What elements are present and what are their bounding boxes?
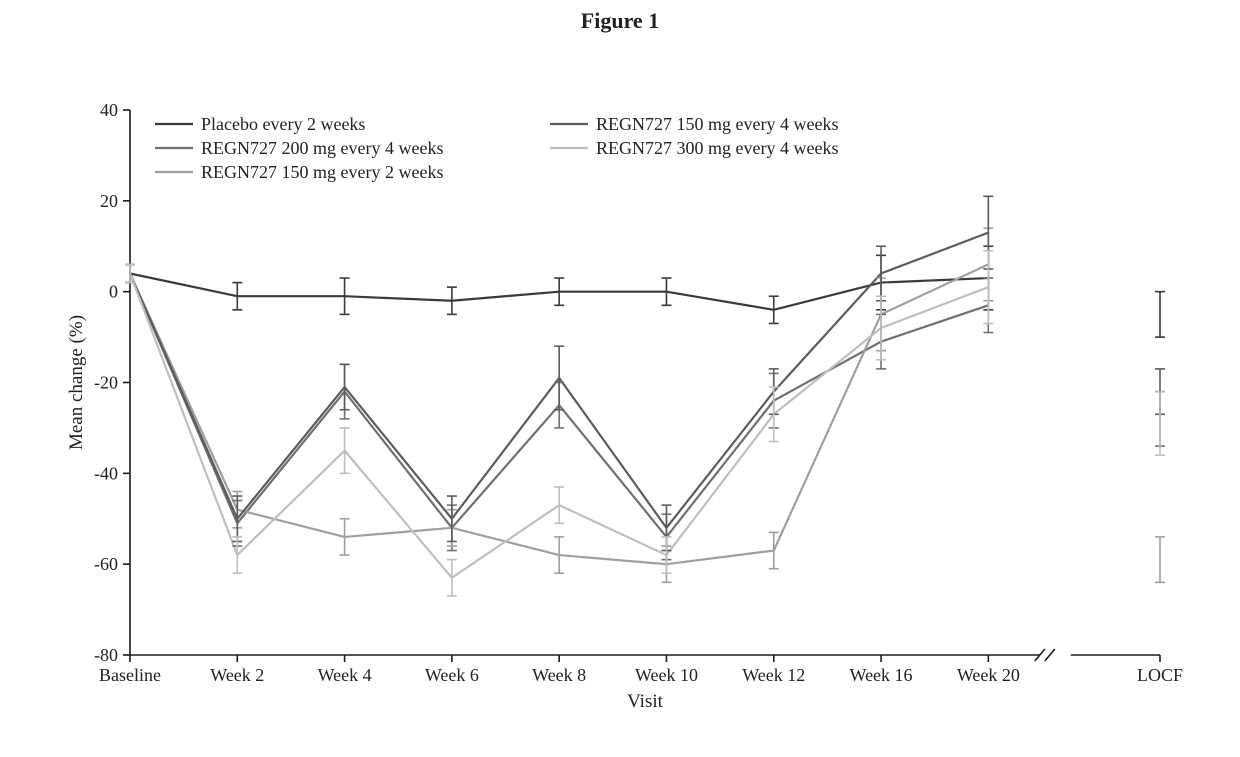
page: Figure 1 -80 -60 -40 -20 0 20 40 Baseline Week 2…: [0, 0, 1240, 757]
x-tick-label: Week 20: [957, 665, 1020, 685]
legend-label: REGN727 150 mg every 2 weeks: [201, 162, 443, 182]
x-tick-label: Week 4: [318, 665, 372, 685]
y-tick-label: -20: [94, 373, 118, 393]
error-bar: [340, 428, 350, 473]
axis-break-mark: [1045, 649, 1055, 661]
error-bar: [983, 251, 993, 324]
y-tick-label: -80: [94, 645, 118, 665]
x-tick-label: Week 6: [425, 665, 479, 685]
x-tick-label: Week 12: [742, 665, 805, 685]
error-bar: [340, 364, 350, 409]
error-bar: [554, 487, 564, 523]
chart-container: -80 -60 -40 -20 0 20 40 Baseline Week 2 Week 4 Wee…: [60, 100, 1200, 720]
legend-label: REGN727 300 mg every 4 weeks: [596, 138, 838, 158]
x-tick-label: LOCF: [1137, 665, 1183, 685]
x-tick-label: Week 8: [532, 665, 586, 685]
y-tick-label: -40: [94, 463, 118, 483]
y-axis-label: Mean change (%): [66, 315, 87, 450]
y-tick-label: 40: [100, 100, 118, 120]
error-bar: [1155, 537, 1165, 582]
y-tick-label: -60: [94, 554, 118, 574]
error-bar: [232, 537, 242, 573]
figure-title: Figure 1: [0, 8, 1240, 34]
error-bar: [447, 560, 457, 596]
x-tick-label: Week 2: [210, 665, 264, 685]
y-tick-label: 20: [100, 191, 118, 211]
x-tick-label: Week 10: [635, 665, 698, 685]
line-chart: -80 -60 -40 -20 0 20 40 Baseline Week 2 Week 4 Wee…: [60, 100, 1200, 720]
legend-label: REGN727 200 mg every 4 weeks: [201, 138, 443, 158]
error-bar: [876, 246, 886, 301]
y-tick-label: 0: [109, 282, 118, 302]
error-bar: [447, 496, 457, 541]
error-bar: [554, 346, 564, 410]
legend-label: REGN727 150 mg every 4 weeks: [596, 114, 838, 134]
error-bar: [1155, 292, 1165, 337]
x-tick-label: Baseline: [99, 665, 161, 685]
x-tick-label: Week 16: [850, 665, 913, 685]
legend-label: Placebo every 2 weeks: [201, 114, 365, 134]
x-axis-label: Visit: [627, 691, 664, 712]
error-bar: [661, 537, 671, 573]
